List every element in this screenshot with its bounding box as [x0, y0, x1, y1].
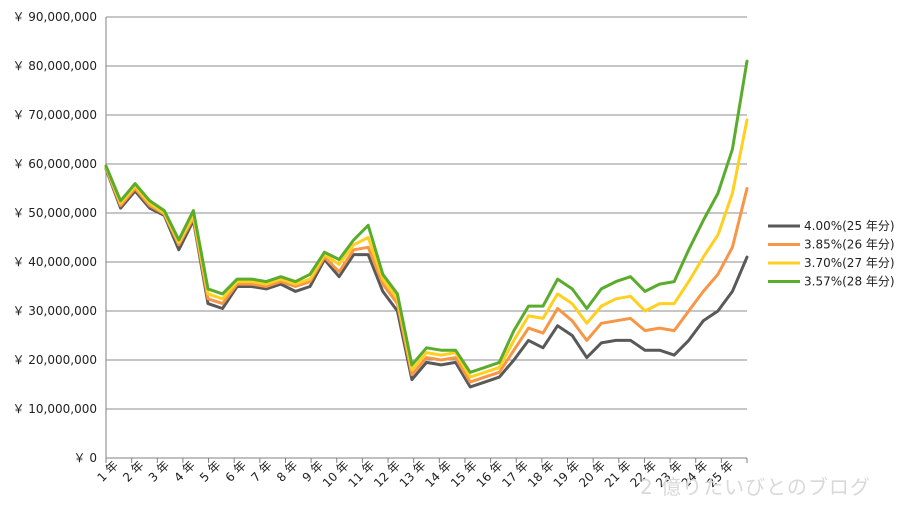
y-tick-label: ￥ 70,000,000: [12, 108, 97, 122]
x-tick-label: 14 年: [422, 458, 454, 490]
x-tick-label: 7 年: [248, 458, 274, 484]
x-tick-label: 1 年: [94, 458, 120, 484]
x-tick-label: 2 年: [120, 458, 146, 484]
x-tick-label: 15 年: [448, 458, 480, 490]
y-tick-label: ￥ 60,000,000: [12, 157, 97, 171]
y-tick-label: ￥ 0: [74, 451, 97, 465]
y-tick-label: ￥ 40,000,000: [12, 255, 97, 269]
x-tick-label: 11 年: [345, 458, 377, 490]
series-line-2: [104, 166, 749, 384]
series-line-1: [104, 167, 749, 389]
x-tick-label: 19 年: [551, 458, 583, 490]
x-tick-label: 8 年: [274, 458, 300, 484]
y-tick-label: ￥ 10,000,000: [12, 402, 97, 416]
series-lines: [104, 59, 749, 389]
x-tick-label: 10 年: [320, 458, 352, 490]
x-tick-label: 17 年: [499, 458, 531, 490]
x-tick-label: 20 年: [576, 458, 608, 490]
x-tick-label: 12 年: [371, 458, 403, 490]
y-tick-label: ￥ 20,000,000: [12, 353, 97, 367]
y-tick-label: ￥ 80,000,000: [12, 59, 97, 73]
x-tick-label: 21 年: [602, 458, 634, 490]
watermark-text: 2 億りたいびとのブログ: [640, 475, 871, 499]
x-tick-label: 4 年: [171, 458, 197, 484]
x-tick-label: 5 年: [197, 458, 223, 484]
x-tick-label: 13 年: [397, 458, 429, 490]
legend: 4.00%(25 年分) 3.85%(26 年分) 3.70%(27 年分) 3.57…: [768, 219, 895, 289]
legend-label: 3.57%(28 年分): [804, 275, 895, 289]
gridlines: [106, 16, 747, 459]
series-line-3: [104, 118, 749, 379]
y-tick-label: ￥ 50,000,000: [12, 206, 97, 220]
legend-label: 3.85%(26 年分): [804, 238, 895, 252]
legend-label: 4.00%(25 年分): [804, 219, 895, 233]
y-tick-label: ￥ 30,000,000: [12, 304, 97, 318]
legend-label: 3.70%(27 年分): [804, 256, 895, 270]
x-tick-label: 16 年: [474, 458, 506, 490]
y-tick-label: ￥ 90,000,000: [12, 10, 97, 24]
y-axis: ￥ 0 ￥ 10,000,000 ￥ 20,000,000 ￥ 30,000,000 ￥…: [12, 10, 107, 465]
x-tick-label: 3 年: [146, 458, 172, 484]
x-tick-label: 18 年: [525, 458, 557, 490]
series-line-4: [104, 59, 749, 374]
x-tick-label: 6 年: [223, 458, 249, 484]
